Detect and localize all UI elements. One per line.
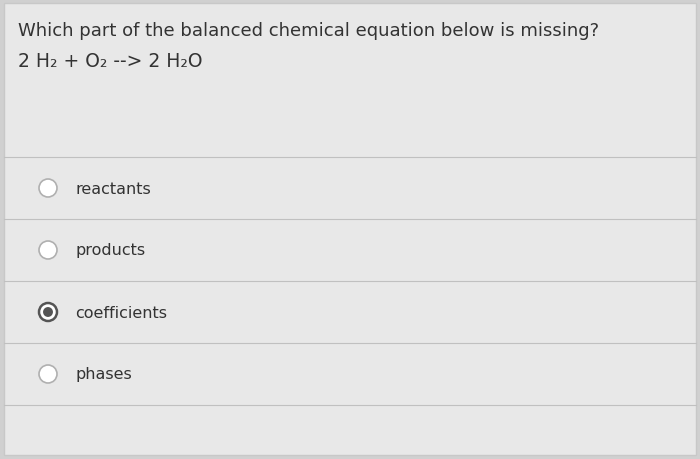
Circle shape: [43, 308, 53, 317]
Circle shape: [39, 179, 57, 197]
Text: phases: phases: [75, 367, 132, 382]
Circle shape: [39, 303, 57, 321]
Text: reactants: reactants: [75, 181, 150, 196]
Circle shape: [39, 241, 57, 259]
Circle shape: [39, 365, 57, 383]
Text: coefficients: coefficients: [75, 305, 167, 320]
FancyBboxPatch shape: [4, 4, 696, 455]
Text: products: products: [75, 243, 145, 258]
Text: 2 H₂ + O₂ --> 2 H₂O: 2 H₂ + O₂ --> 2 H₂O: [18, 52, 202, 71]
Text: Which part of the balanced chemical equation below is missing?: Which part of the balanced chemical equa…: [18, 22, 599, 40]
